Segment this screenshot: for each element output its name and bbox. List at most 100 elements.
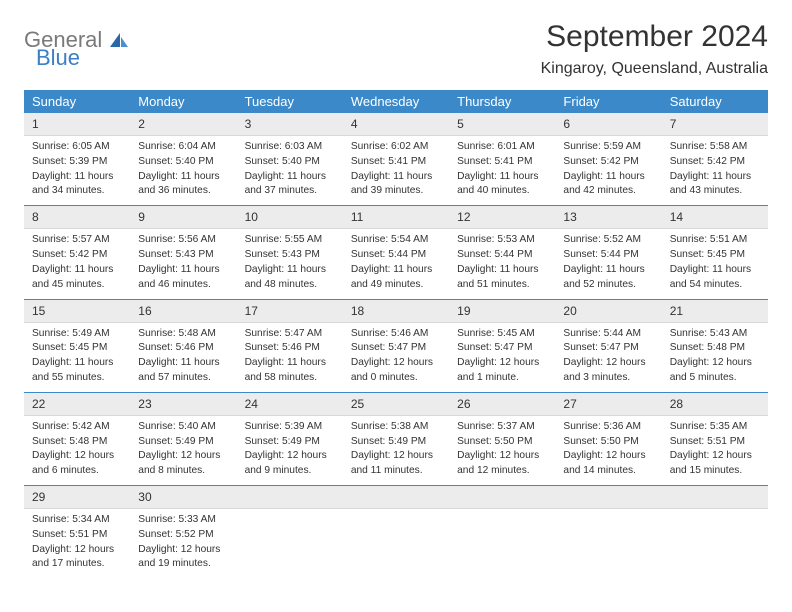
day-line-sunset: Sunset: 5:43 PM <box>245 248 335 262</box>
day-header-mon: Monday <box>130 90 236 113</box>
week-row: 1Sunrise: 6:05 AMSunset: 5:39 PMDaylight… <box>24 113 768 206</box>
day-line-sunrise: Sunrise: 6:02 AM <box>351 140 441 154</box>
day-line-daylight2: and 45 minutes. <box>32 278 122 292</box>
day-line-daylight2: and 54 minutes. <box>670 278 760 292</box>
day-line-sunrise: Sunrise: 5:37 AM <box>457 420 547 434</box>
title-block: September 2024 Kingaroy, Queensland, Aus… <box>541 20 768 78</box>
day-line-sunset: Sunset: 5:42 PM <box>32 248 122 262</box>
day-line-sunset: Sunset: 5:48 PM <box>32 435 122 449</box>
day-line-sunset: Sunset: 5:43 PM <box>138 248 228 262</box>
day-cell: 18Sunrise: 5:46 AMSunset: 5:47 PMDayligh… <box>343 300 449 392</box>
day-line-daylight1: Daylight: 12 hours <box>351 356 441 370</box>
day-line-sunrise: Sunrise: 5:40 AM <box>138 420 228 434</box>
day-cell <box>449 486 555 578</box>
day-line-sunset: Sunset: 5:49 PM <box>138 435 228 449</box>
day-line-daylight1: Daylight: 11 hours <box>563 170 653 184</box>
day-number: 16 <box>130 300 236 323</box>
day-number: 7 <box>662 113 768 136</box>
day-line-daylight2: and 42 minutes. <box>563 184 653 198</box>
day-line-sunrise: Sunrise: 5:33 AM <box>138 513 228 527</box>
day-line-sunset: Sunset: 5:46 PM <box>245 341 335 355</box>
day-number: 21 <box>662 300 768 323</box>
day-number: 26 <box>449 393 555 416</box>
day-content: Sunrise: 5:52 AMSunset: 5:44 PMDaylight:… <box>555 229 661 298</box>
week-row: 22Sunrise: 5:42 AMSunset: 5:48 PMDayligh… <box>24 393 768 486</box>
day-line-sunset: Sunset: 5:41 PM <box>457 155 547 169</box>
day-content: Sunrise: 6:04 AMSunset: 5:40 PMDaylight:… <box>130 136 236 205</box>
day-line-daylight2: and 49 minutes. <box>351 278 441 292</box>
day-content: Sunrise: 6:05 AMSunset: 5:39 PMDaylight:… <box>24 136 130 205</box>
day-cell: 8Sunrise: 5:57 AMSunset: 5:42 PMDaylight… <box>24 206 130 298</box>
day-line-sunrise: Sunrise: 5:35 AM <box>670 420 760 434</box>
day-content: Sunrise: 5:42 AMSunset: 5:48 PMDaylight:… <box>24 416 130 485</box>
day-line-daylight2: and 3 minutes. <box>563 371 653 385</box>
day-cell: 28Sunrise: 5:35 AMSunset: 5:51 PMDayligh… <box>662 393 768 485</box>
day-line-daylight1: Daylight: 11 hours <box>138 356 228 370</box>
day-line-sunrise: Sunrise: 6:04 AM <box>138 140 228 154</box>
day-line-sunrise: Sunrise: 5:36 AM <box>563 420 653 434</box>
day-line-sunrise: Sunrise: 5:59 AM <box>563 140 653 154</box>
day-line-daylight2: and 36 minutes. <box>138 184 228 198</box>
day-content: Sunrise: 6:01 AMSunset: 5:41 PMDaylight:… <box>449 136 555 205</box>
day-cell: 6 Sunrise: 5:59 AMSunset: 5:42 PMDaylight… <box>555 113 661 205</box>
day-cell: 16Sunrise: 5:48 AMSunset: 5:46 PMDayligh… <box>130 300 236 392</box>
day-line-sunrise: Sunrise: 5:49 AM <box>32 327 122 341</box>
day-content: Sunrise: 5:38 AMSunset: 5:49 PMDaylight:… <box>343 416 449 485</box>
day-line-daylight2: and 46 minutes. <box>138 278 228 292</box>
day-cell: 3Sunrise: 6:03 AMSunset: 5:40 PMDaylight… <box>237 113 343 205</box>
day-line-sunrise: Sunrise: 5:48 AM <box>138 327 228 341</box>
day-line-daylight1: Daylight: 11 hours <box>457 263 547 277</box>
day-number: 14 <box>662 206 768 229</box>
day-line-daylight1: Daylight: 11 hours <box>138 263 228 277</box>
day-content: Sunrise: 5:47 AMSunset: 5:46 PMDaylight:… <box>237 323 343 392</box>
day-number: 6 <box>555 113 661 136</box>
day-content: Sunrise: 5:48 AMSunset: 5:46 PMDaylight:… <box>130 323 236 392</box>
day-line-sunrise: Sunrise: 5:34 AM <box>32 513 122 527</box>
day-line-sunrise: Sunrise: 5:57 AM <box>32 233 122 247</box>
day-cell <box>343 486 449 578</box>
day-line-daylight1: Daylight: 12 hours <box>245 449 335 463</box>
day-line-daylight1: Daylight: 12 hours <box>32 449 122 463</box>
day-number: 28 <box>662 393 768 416</box>
day-cell: 14Sunrise: 5:51 AMSunset: 5:45 PMDayligh… <box>662 206 768 298</box>
day-number-empty <box>343 486 449 509</box>
day-cell: 10Sunrise: 5:55 AMSunset: 5:43 PMDayligh… <box>237 206 343 298</box>
day-cell <box>237 486 343 578</box>
day-line-daylight1: Daylight: 12 hours <box>670 449 760 463</box>
day-cell: 20Sunrise: 5:44 AMSunset: 5:47 PMDayligh… <box>555 300 661 392</box>
day-line-daylight2: and 58 minutes. <box>245 371 335 385</box>
day-line-daylight1: Daylight: 12 hours <box>138 449 228 463</box>
day-content: Sunrise: 5:51 AMSunset: 5:45 PMDaylight:… <box>662 229 768 298</box>
day-number: 4 <box>343 113 449 136</box>
day-line-sunrise: Sunrise: 5:47 AM <box>245 327 335 341</box>
day-line-daylight2: and 14 minutes. <box>563 464 653 478</box>
logo-sail-icon <box>110 30 128 50</box>
day-line-daylight2: and 1 minute. <box>457 371 547 385</box>
day-line-daylight1: Daylight: 11 hours <box>32 263 122 277</box>
day-line-daylight1: Daylight: 11 hours <box>245 356 335 370</box>
day-cell: 29Sunrise: 5:34 AMSunset: 5:51 PMDayligh… <box>24 486 130 578</box>
day-line-daylight1: Daylight: 11 hours <box>245 170 335 184</box>
calendar-body: 1Sunrise: 6:05 AMSunset: 5:39 PMDaylight… <box>24 113 768 578</box>
day-cell: 2Sunrise: 6:04 AMSunset: 5:40 PMDaylight… <box>130 113 236 205</box>
day-line-daylight2: and 40 minutes. <box>457 184 547 198</box>
day-line-sunset: Sunset: 5:42 PM <box>563 155 653 169</box>
day-cell <box>662 486 768 578</box>
day-number: 15 <box>24 300 130 323</box>
day-content: Sunrise: 5:35 AMSunset: 5:51 PMDaylight:… <box>662 416 768 485</box>
day-line-daylight2: and 48 minutes. <box>245 278 335 292</box>
day-line-sunrise: Sunrise: 5:45 AM <box>457 327 547 341</box>
day-line-daylight2: and 9 minutes. <box>245 464 335 478</box>
day-number: 17 <box>237 300 343 323</box>
calendar: Sunday Monday Tuesday Wednesday Thursday… <box>24 90 768 578</box>
day-content: Sunrise: 5:56 AMSunset: 5:43 PMDaylight:… <box>130 229 236 298</box>
day-line-sunrise: Sunrise: 5:44 AM <box>563 327 653 341</box>
day-line-sunset: Sunset: 5:42 PM <box>670 155 760 169</box>
day-cell: 1Sunrise: 6:05 AMSunset: 5:39 PMDaylight… <box>24 113 130 205</box>
day-line-daylight2: and 15 minutes. <box>670 464 760 478</box>
day-line-sunrise: Sunrise: 5:52 AM <box>563 233 653 247</box>
day-line-daylight1: Daylight: 11 hours <box>138 170 228 184</box>
day-line-daylight2: and 37 minutes. <box>245 184 335 198</box>
day-line-daylight2: and 11 minutes. <box>351 464 441 478</box>
day-cell: 21Sunrise: 5:43 AMSunset: 5:48 PMDayligh… <box>662 300 768 392</box>
